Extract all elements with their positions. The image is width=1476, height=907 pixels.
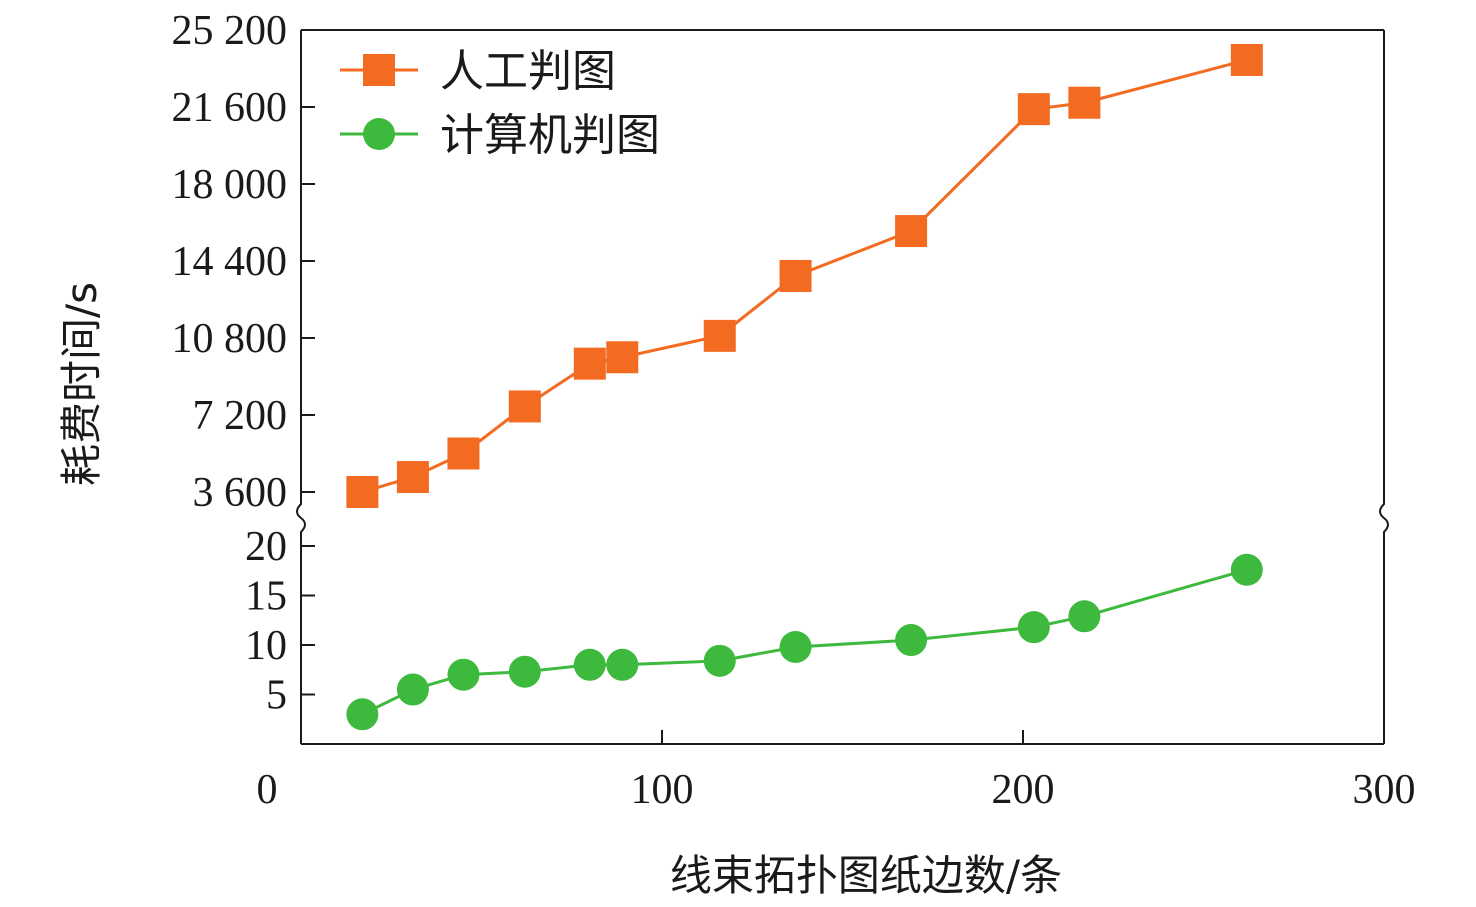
series-point-circle (895, 624, 928, 657)
series-point-circle (1068, 600, 1101, 633)
series-point-square (508, 390, 541, 423)
series-point-circle (573, 648, 606, 681)
legend-marker-circle (363, 118, 395, 150)
axis-ticks: 3 600 7 200 10 800 14 400 18 000 21 600 25 200… (172, 8, 1416, 813)
frame-right-with-break (1379, 30, 1389, 744)
upper-y-tick-label: 10 800 (172, 316, 288, 362)
upper-y-tick-label: 25 200 (172, 8, 288, 54)
plot-frame (296, 29, 1389, 745)
series-point-square (1230, 43, 1263, 76)
series-point-square (779, 259, 812, 292)
series-point-square (447, 437, 480, 470)
frame-left-with-break (296, 30, 306, 744)
lower-y-tick-label: 5 (266, 673, 287, 719)
series-point-circle (508, 655, 541, 688)
lower-y-tick-label: 20 (245, 524, 287, 570)
x-tick-label: 300 (1353, 767, 1416, 813)
legend-label: 人工判图 (440, 46, 616, 97)
series-point-square (895, 215, 928, 248)
series-point-square (1017, 93, 1050, 126)
series (346, 43, 1263, 731)
upper-y-tick-label: 7 200 (193, 393, 288, 439)
series-point-circle (396, 673, 429, 706)
x-tick-label: 0 (257, 767, 278, 813)
series-point-square (396, 461, 429, 494)
lower-y-tick-label: 10 (245, 623, 287, 669)
series-point-square (606, 341, 639, 374)
series-point-circle (1230, 553, 1263, 586)
upper-y-tick-label: 18 000 (172, 162, 288, 208)
x-axis-title: 线束拓扑图纸边数/条 (670, 851, 1062, 900)
upper-y-tick-label: 21 600 (172, 85, 288, 131)
series-point-square (346, 476, 379, 508)
x-tick-label: 100 (631, 767, 694, 813)
y-axis-title: 耗费时间/s (57, 282, 106, 486)
legend-marker-square (363, 54, 395, 86)
series-point-circle (1017, 611, 1050, 644)
x-tick-label: 200 (992, 767, 1055, 813)
series-point-square (703, 319, 736, 352)
series-point-circle (447, 658, 480, 691)
upper-y-tick-label: 14 400 (172, 239, 288, 285)
series-point-square (1068, 86, 1101, 119)
series-point-circle (346, 698, 379, 731)
series-point-square (573, 347, 606, 380)
lower-y-tick-label: 15 (245, 574, 287, 620)
series-point-circle (606, 648, 639, 681)
legend-label: 计算机判图 (440, 110, 660, 161)
series-point-circle (779, 630, 812, 663)
series-point-circle (703, 644, 736, 677)
upper-y-tick-label: 3 600 (193, 470, 288, 516)
